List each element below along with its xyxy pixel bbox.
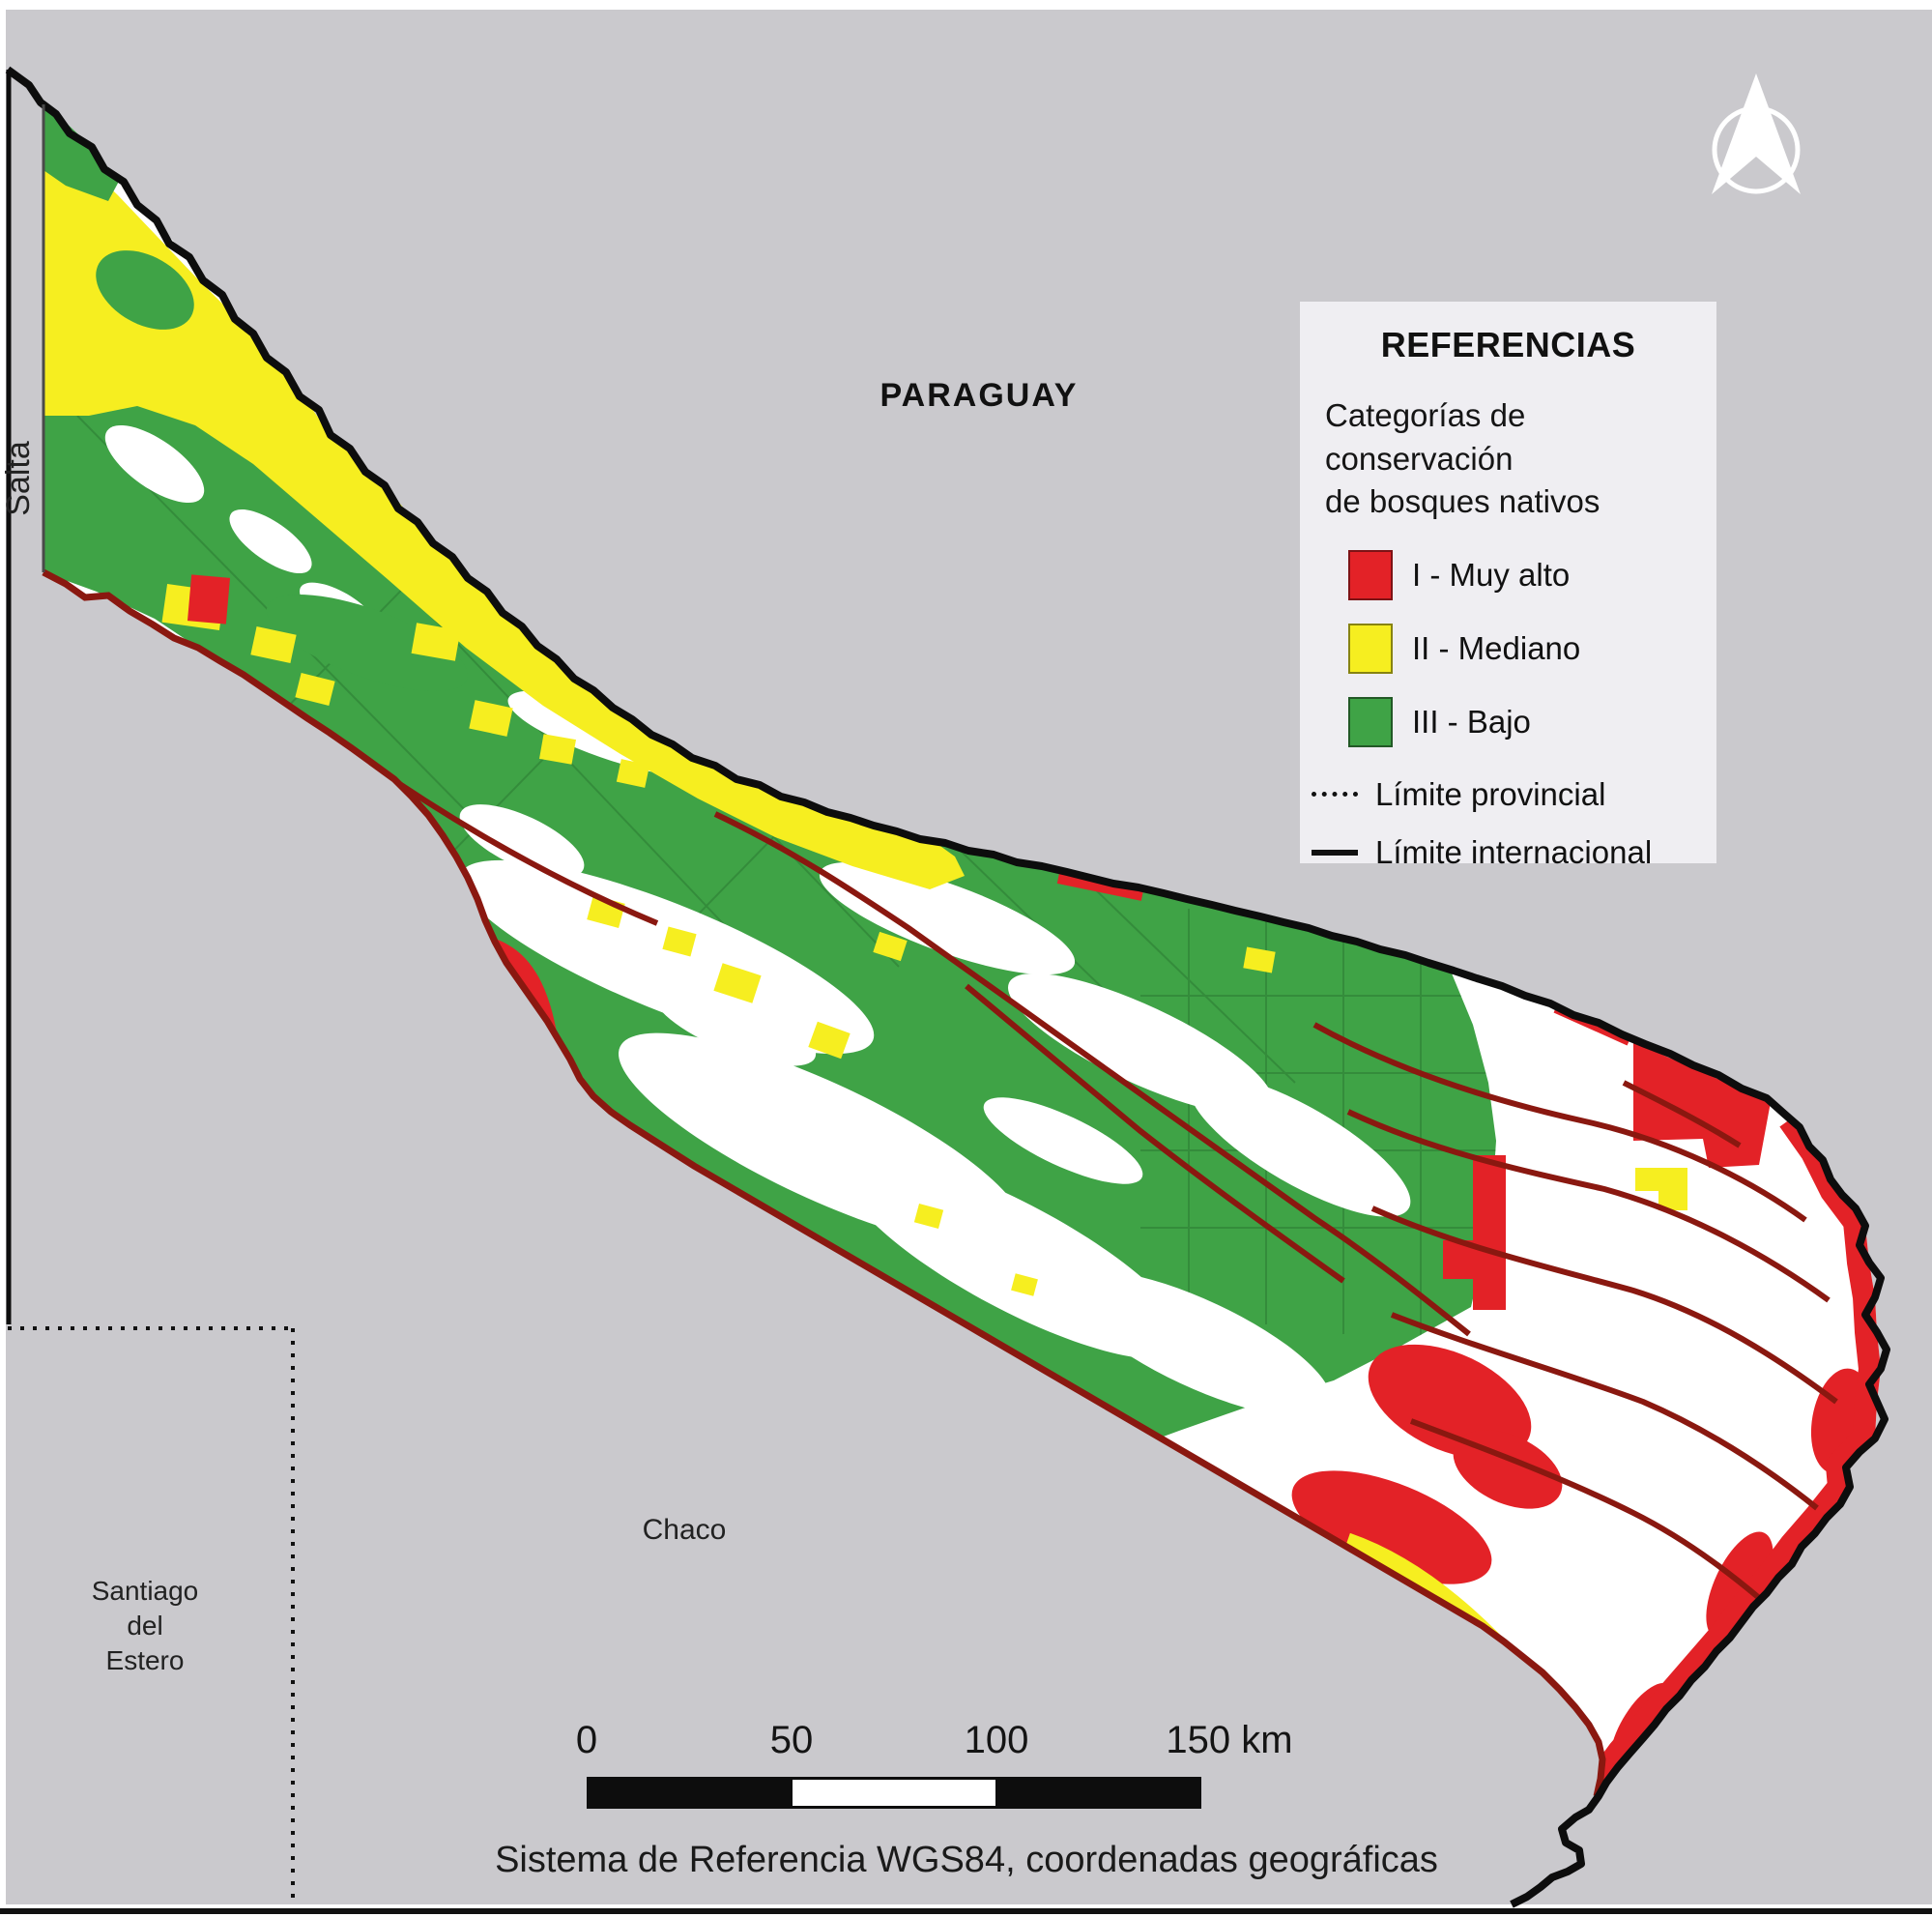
svg-text:Santiago: Santiago xyxy=(92,1576,199,1606)
scale-tick-0: 0 xyxy=(575,1719,598,1761)
dotted-line-icon xyxy=(1312,792,1358,798)
scale-tick-50: 50 xyxy=(769,1719,814,1761)
north-arrow-icon xyxy=(1712,73,1801,194)
scale-bar xyxy=(587,1777,1201,1809)
label-paraguay: PARAGUAY xyxy=(880,377,1079,414)
scale-tick-150: 150 km xyxy=(1166,1719,1293,1761)
scale-segment xyxy=(590,1780,793,1806)
legend-item-label: Límite provincial xyxy=(1375,775,1606,812)
yellow-patch-east xyxy=(1635,1168,1687,1210)
legend-item-label: III - Bajo xyxy=(1412,703,1531,740)
legend-item-muy-alto: I - Muy alto xyxy=(1348,549,1716,601)
svg-text:Estero: Estero xyxy=(106,1645,185,1675)
legend-panel: REFERENCIAS Categorías de conservación d… xyxy=(1300,302,1716,870)
legend-boundary-items: Límite provincial Límite internacional xyxy=(1300,770,1716,878)
scale-tick-100: 100 xyxy=(964,1719,1029,1761)
label-chaco: Chaco xyxy=(643,1514,727,1546)
scale-segment xyxy=(995,1780,1198,1806)
legend-item-mediano: II - Mediano xyxy=(1348,623,1716,675)
legend-title: REFERENCIAS xyxy=(1380,325,1636,364)
international-boundary-line xyxy=(5,66,1890,1908)
scale-segment xyxy=(793,1780,995,1806)
swatch-red xyxy=(1348,549,1393,600)
legend-subtitle: Categorías de conservación de bosques na… xyxy=(1325,394,1716,524)
southern-border-river xyxy=(42,568,1606,1797)
crs-caption: Sistema de Referencia WGS84, coordenadas… xyxy=(495,1840,1438,1880)
svg-text:del: del xyxy=(127,1611,162,1641)
label-salta: Salta xyxy=(0,441,37,516)
legend-item-label: II - Mediano xyxy=(1412,629,1581,666)
legend-item-limite-provincial: Límite provincial xyxy=(1312,770,1716,820)
legend-items: I - Muy alto II - Mediano III - Bajo xyxy=(1300,549,1716,748)
legend-subtitle-line1: Categorías de conservación xyxy=(1325,397,1526,477)
legend-item-label: Límite internacional xyxy=(1375,833,1653,870)
legend-subtitle-line2: de bosques nativos xyxy=(1325,483,1600,520)
solid-line-icon xyxy=(1312,849,1358,856)
figure-bottom-rule xyxy=(0,1908,1932,1914)
legend-item-label: I - Muy alto xyxy=(1412,556,1571,593)
swatch-yellow xyxy=(1348,623,1393,674)
label-santiago-del-estero: Santiago del Estero xyxy=(92,1576,199,1675)
legend-item-bajo: III - Bajo xyxy=(1348,696,1716,748)
legend-item-limite-internacional: Límite internacional xyxy=(1312,828,1716,878)
swatch-green xyxy=(1348,696,1393,747)
